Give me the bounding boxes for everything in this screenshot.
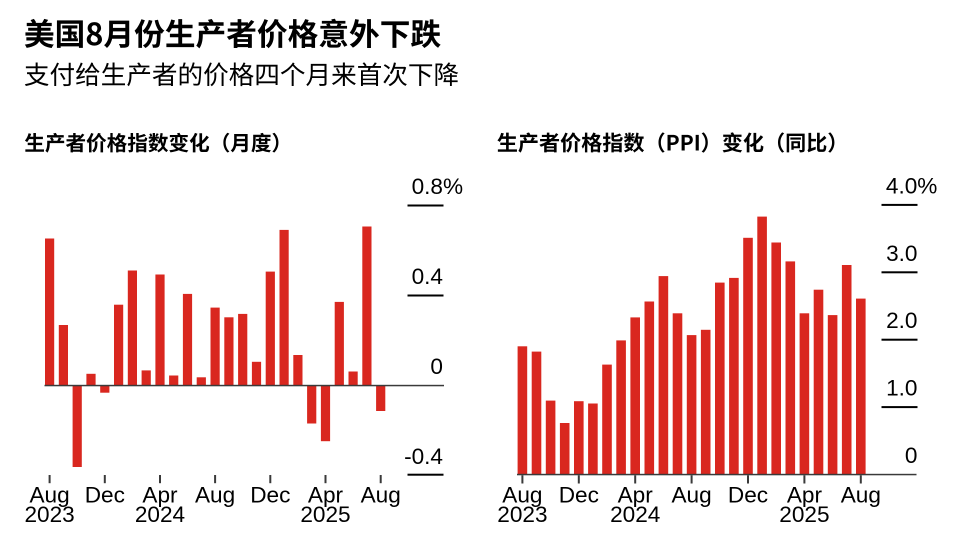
svg-text:Dec: Dec	[250, 483, 290, 508]
svg-text:Aug: Aug	[195, 483, 235, 508]
svg-text:Apr: Apr	[618, 483, 654, 508]
svg-text:Apr: Apr	[308, 483, 344, 508]
svg-text:2.0: 2.0	[886, 308, 917, 333]
svg-text:2024: 2024	[135, 502, 185, 527]
svg-text:Aug: Aug	[671, 483, 711, 508]
svg-text:Apr: Apr	[787, 483, 823, 508]
svg-text:Aug: Aug	[361, 483, 401, 508]
svg-text:0.4: 0.4	[412, 264, 443, 289]
svg-text:2023: 2023	[24, 502, 74, 527]
svg-text:0: 0	[905, 443, 918, 468]
svg-text:0: 0	[430, 354, 443, 379]
svg-text:Aug: Aug	[29, 483, 69, 508]
svg-text:Dec: Dec	[85, 483, 125, 508]
svg-text:4.0%: 4.0%	[886, 173, 938, 198]
svg-text:2024: 2024	[610, 502, 660, 527]
svg-text:2025: 2025	[300, 502, 350, 527]
svg-text:Dec: Dec	[728, 483, 768, 508]
svg-text:Aug: Aug	[841, 483, 881, 508]
svg-text:0.8%: 0.8%	[412, 174, 464, 199]
svg-text:Dec: Dec	[559, 483, 599, 508]
svg-text:1.0: 1.0	[886, 376, 917, 401]
svg-text:2023: 2023	[497, 502, 547, 527]
svg-text:3.0: 3.0	[886, 241, 917, 266]
svg-text:2025: 2025	[779, 502, 829, 527]
svg-text:-0.4: -0.4	[404, 444, 443, 469]
svg-text:Aug: Aug	[502, 483, 542, 508]
svg-text:Apr: Apr	[142, 483, 178, 508]
